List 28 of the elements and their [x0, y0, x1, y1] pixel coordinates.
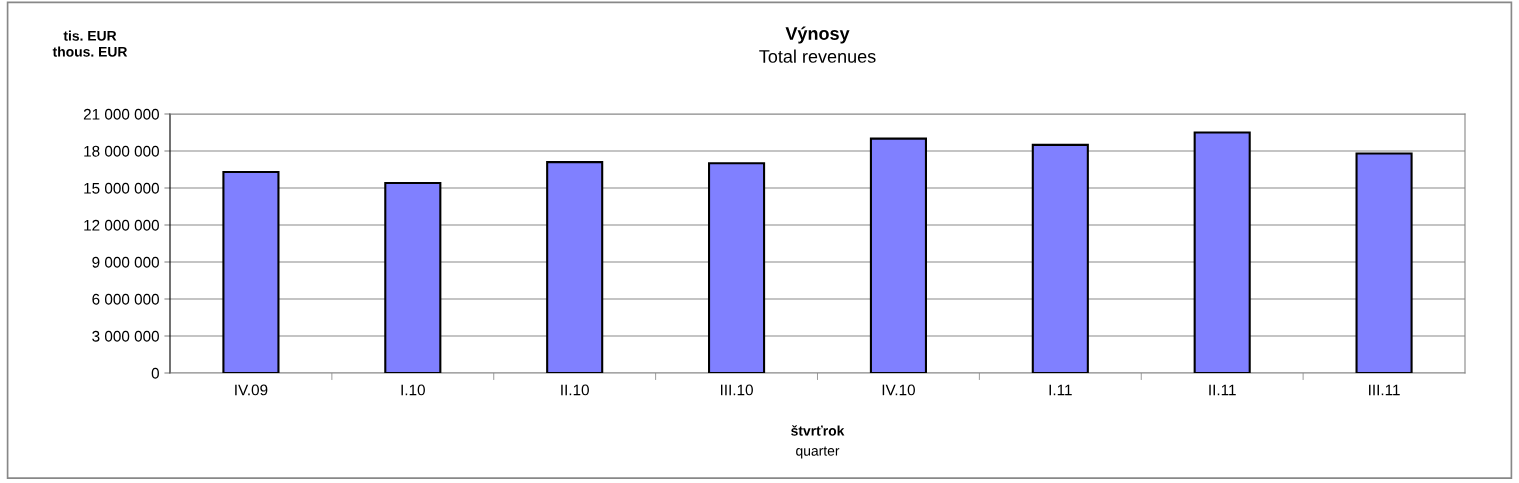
x-tick-label: III.10	[720, 384, 753, 396]
x-tick-label: I.11	[1049, 384, 1072, 396]
bar	[1031, 143, 1089, 373]
y-axis-title: tis. EUR thous. EUR	[52, 30, 128, 57]
x-tick-label: I.10	[401, 384, 425, 396]
y-tick-label: 18 000 000	[84, 145, 159, 157]
x-axis-title: štvrťrok quarter	[791, 425, 845, 459]
x-tick-label: II.11	[1209, 384, 1236, 396]
x-tick-label: II.10	[561, 384, 589, 396]
x-tick-label: IV.09	[235, 384, 268, 396]
chart-subtitle: Total revenues	[759, 49, 876, 63]
bar	[222, 170, 280, 373]
y-tick-label: 9 000 000	[92, 256, 159, 268]
bar	[384, 182, 442, 373]
y-tick-label: 21 000 000	[83, 108, 159, 120]
y-tick-label: 0	[151, 367, 159, 379]
chart-title: Výnosy	[785, 26, 850, 44]
x-tick-label: IV.10	[882, 384, 915, 396]
bar	[869, 137, 927, 373]
bar	[546, 161, 604, 373]
y-tick-label: 6 000 000	[92, 293, 159, 305]
bar	[1193, 131, 1251, 373]
bar	[1355, 152, 1413, 373]
x-tick-label: III.11	[1369, 384, 1400, 396]
bar	[708, 162, 766, 373]
y-tick-label: 3 000 000	[92, 330, 159, 342]
y-tick-label: 12 000 000	[84, 219, 159, 231]
y-tick-label: 15 000 000	[84, 182, 159, 194]
